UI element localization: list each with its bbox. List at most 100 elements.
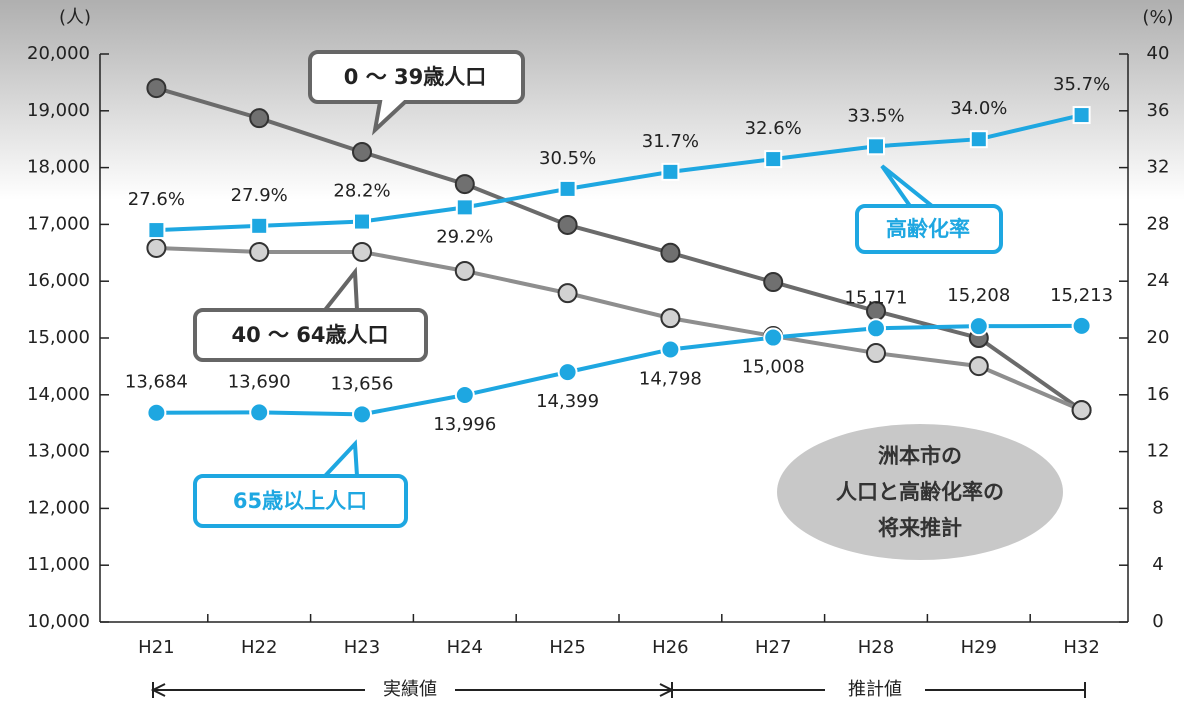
marker (250, 403, 268, 421)
data-label: 31.7% (642, 131, 699, 152)
period-arrow (153, 682, 1085, 698)
y-tick-label: 10,000 (27, 611, 90, 632)
y-tick-label: 17,000 (27, 213, 90, 234)
y2-tick-label: 8 (1152, 497, 1163, 518)
data-label: 15,171 (845, 287, 908, 308)
chart-title: 将来推計 (878, 516, 962, 540)
chart-title: 人口と高齢化率の (836, 480, 1004, 504)
marker (662, 164, 678, 180)
data-label: 30.5% (539, 148, 596, 169)
marker (559, 284, 577, 302)
marker (354, 214, 370, 230)
marker (560, 181, 576, 197)
legend-label: 40 ～ 64歳人口 (231, 323, 388, 347)
marker (559, 363, 577, 381)
data-label: 34.0% (950, 98, 1007, 119)
y-tick-label: 18,000 (27, 157, 90, 178)
marker (970, 357, 988, 375)
marker (147, 79, 165, 97)
y2-axis-label: (%) (1142, 7, 1173, 28)
data-label: 29.2% (436, 226, 493, 247)
y-tick-label: 12,000 (27, 497, 90, 518)
marker (661, 340, 679, 358)
marker (457, 199, 473, 215)
x-tick-label: H22 (241, 637, 277, 658)
y2-tick-label: 40 (1147, 43, 1170, 64)
data-label: 13,996 (433, 414, 496, 435)
x-tick-label: H32 (1063, 637, 1099, 658)
y2-tick-label: 32 (1147, 157, 1170, 178)
marker (1073, 401, 1091, 419)
y2-tick-label: 28 (1147, 213, 1170, 234)
annotation: 推計値 (848, 679, 902, 700)
marker (353, 143, 371, 161)
data-label: 13,684 (125, 372, 188, 393)
marker (456, 175, 474, 193)
y-tick-label: 13,000 (27, 441, 90, 462)
y2-tick-label: 36 (1147, 100, 1170, 121)
marker (764, 329, 782, 347)
marker (456, 386, 474, 404)
data-label: 15,008 (742, 357, 805, 378)
marker (1073, 317, 1091, 335)
data-label: 14,399 (536, 391, 599, 412)
data-label: 27.9% (231, 185, 288, 206)
marker (661, 244, 679, 262)
y-tick-label: 14,000 (27, 384, 90, 405)
marker (970, 317, 988, 335)
x-tick-label: H29 (961, 637, 997, 658)
y-axis-label: (人) (59, 7, 91, 28)
marker (250, 243, 268, 261)
data-label: 14,798 (639, 368, 702, 389)
marker (765, 151, 781, 167)
chart: (人) (%) 10,000 11,000 12,000 13,000 14,000 15… (0, 0, 1184, 706)
y2-tick-label: 16 (1147, 384, 1170, 405)
y-tick-label: 19,000 (27, 100, 90, 121)
y2-tick-label: 20 (1147, 327, 1170, 348)
y-tick-label: 16,000 (27, 270, 90, 291)
data-label: 15,208 (947, 285, 1010, 306)
marker (559, 216, 577, 234)
marker (353, 243, 371, 261)
marker (250, 109, 268, 127)
marker (868, 138, 884, 154)
marker (456, 262, 474, 280)
data-label: 28.2% (333, 181, 390, 202)
annotation: 実績値 (383, 679, 437, 700)
marker (1074, 107, 1090, 123)
y2-tick-label: 4 (1152, 554, 1163, 575)
y2-tick-label: 0 (1152, 611, 1163, 632)
y-tick-label: 11,000 (27, 554, 90, 575)
data-label: 27.6% (128, 189, 185, 210)
marker (867, 319, 885, 337)
y2-tick-label: 24 (1147, 270, 1170, 291)
x-tick-label: H25 (549, 637, 585, 658)
marker (661, 309, 679, 327)
callout: 40 ～ 64歳人口 (195, 272, 426, 360)
data-label: 13,656 (331, 373, 394, 394)
marker (764, 273, 782, 291)
marker (251, 218, 267, 234)
x-tick-label: H28 (858, 637, 894, 658)
x-tick-label: H26 (652, 637, 688, 658)
y-tick-label: 20,000 (27, 43, 90, 64)
data-label: 15,213 (1050, 285, 1113, 306)
data-label: 32.6% (745, 118, 802, 139)
marker (148, 222, 164, 238)
callout: 65歳以上人口 (195, 444, 406, 526)
legend-label: 高齢化率 (886, 217, 970, 241)
marker (971, 131, 987, 147)
legend-label: 65歳以上人口 (233, 489, 367, 513)
chart-title: 洲本市の (878, 444, 962, 468)
legend-label: 0 ～ 39歳人口 (344, 65, 486, 89)
marker (147, 239, 165, 257)
marker (867, 344, 885, 362)
y-tick-label: 15,000 (27, 327, 90, 348)
x-tick-label: H21 (138, 637, 174, 658)
x-tick-label: H24 (447, 637, 483, 658)
marker (147, 404, 165, 422)
x-tick-label: H23 (344, 637, 380, 658)
data-label: 33.5% (847, 105, 904, 126)
data-label: 35.7% (1053, 74, 1110, 95)
data-label: 13,690 (228, 371, 291, 392)
